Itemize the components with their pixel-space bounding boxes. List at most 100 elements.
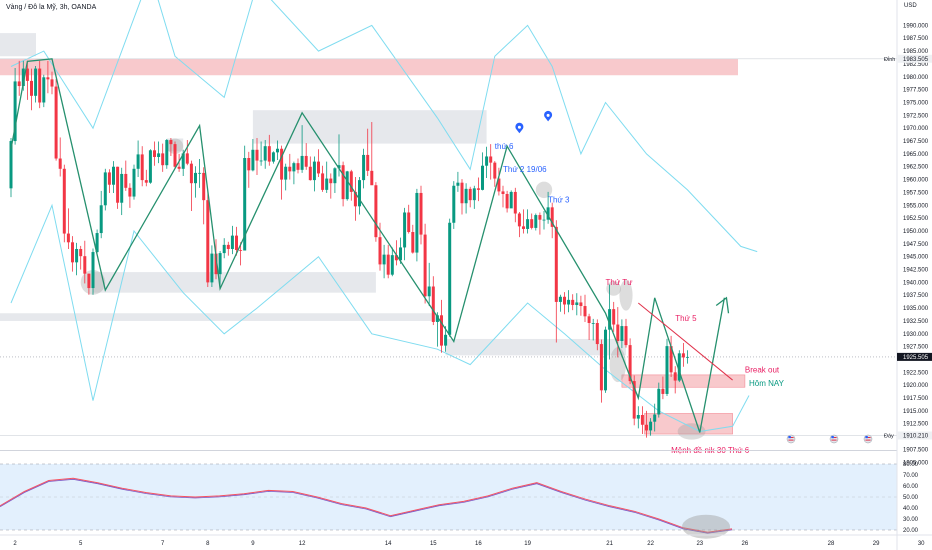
candle-body (546, 207, 550, 220)
osc-tick-label: 40.00 (903, 506, 919, 512)
candle-body (25, 68, 29, 81)
candle-body (505, 193, 509, 209)
price-tick-label: 1940.000 (903, 280, 929, 286)
candle-body (587, 316, 591, 323)
candle-body (431, 286, 435, 322)
candle-body (423, 234, 427, 297)
time-tick-label: 2 (13, 541, 17, 547)
candle-body (251, 149, 255, 171)
candle-body (87, 273, 91, 289)
flag-stripe (865, 439, 871, 441)
price-tick-label: 1972.500 (903, 113, 929, 119)
price-axis[interactable]: USD 1990.000 1987.500 1985.000 1982.500 1980.… (884, 0, 932, 550)
bollinger-bands (0, 0, 897, 436)
candle-body (476, 188, 480, 190)
candle-body (79, 248, 83, 257)
zone-gray-left (0, 313, 438, 321)
candle-body (554, 226, 558, 302)
candle-body (673, 372, 677, 381)
price-tick-label: 1917.500 (903, 396, 929, 402)
annotation-label: Thứ 5 (675, 314, 697, 323)
candles-layer[interactable] (9, 60, 690, 438)
candle-body (132, 168, 136, 197)
candle-body (9, 141, 13, 189)
candle-body (222, 244, 226, 254)
candle-body (345, 171, 349, 200)
time-tick-label: 8 (206, 541, 210, 547)
price-tick-label: 1947.500 (903, 242, 929, 248)
candle-body (243, 158, 247, 251)
price-tick-label: 1927.500 (903, 345, 929, 351)
candle-body (394, 255, 398, 261)
candle-body (54, 86, 58, 159)
price-tick-label: 1957.500 (903, 190, 929, 196)
candle-body (214, 253, 218, 275)
price-tick-label: 1975.000 (903, 100, 929, 106)
candle-body (640, 415, 644, 425)
candle-body (378, 237, 382, 265)
candle-body (189, 163, 193, 184)
candle-body (34, 68, 38, 96)
candle-body (185, 153, 189, 164)
oscillator-pane (0, 450, 897, 539)
candle-body (563, 296, 566, 305)
zone-red-bottom (644, 413, 733, 435)
flag-canton (865, 436, 868, 439)
candle-body (681, 353, 685, 358)
time-axis[interactable]: 2 5 7 8 9 12 14 15 16 19 21 22 23 26 28 29 30 (0, 534, 932, 547)
candle-body (468, 188, 472, 201)
candle-body (30, 80, 33, 96)
annotation-label: Thứ Tư (606, 278, 634, 287)
pin-dot (546, 113, 550, 117)
candle-body (460, 182, 464, 204)
candle-body (99, 205, 103, 234)
candle-body (444, 334, 448, 346)
candle-body (239, 250, 243, 251)
candle-body (66, 233, 70, 243)
candle-body (317, 161, 320, 174)
candle-body (489, 156, 493, 163)
bottom-marker-box (897, 431, 932, 440)
candle-body (612, 309, 616, 325)
candle-body (370, 170, 374, 186)
price-tick-label: 1980.000 (903, 75, 929, 81)
candle-body (194, 172, 197, 184)
candle-body (419, 192, 423, 235)
candle-body (530, 219, 534, 228)
candle-body (632, 381, 636, 419)
price-tick-label: 1915.000 (903, 409, 929, 415)
zone-gray-top-left (0, 33, 36, 57)
candle-body (271, 152, 275, 162)
candle-body (107, 172, 111, 185)
candle-body (136, 154, 140, 169)
highlight-ellipse (619, 279, 633, 311)
price-tick-label: 1962.500 (903, 165, 929, 171)
time-tick-label: 23 (696, 541, 703, 547)
candle-body (390, 255, 394, 275)
price-tick-label: 1922.500 (903, 370, 929, 376)
candle-body (75, 248, 79, 263)
candle-body (288, 166, 292, 172)
candle-body (95, 233, 99, 253)
candle-body (276, 148, 279, 153)
candle-body (50, 79, 54, 87)
flag-icon (863, 434, 873, 444)
candle-body (624, 326, 628, 346)
osc-tick-label: 30.00 (903, 517, 919, 523)
candle-body (522, 226, 525, 229)
time-tick-label: 9 (251, 541, 255, 547)
flag-stripe (831, 437, 837, 438)
time-tick-label: 15 (430, 541, 437, 547)
candle-body (259, 160, 263, 162)
price-tick-label: 1985.000 (903, 49, 929, 55)
candle-body (83, 256, 87, 274)
zigzag-layer (10, 58, 733, 433)
candle-body (481, 165, 484, 190)
candle-body (620, 326, 624, 341)
candle-body (571, 299, 575, 306)
candle-body (604, 329, 607, 391)
candle-body (91, 252, 95, 289)
candle-body (120, 173, 124, 203)
candle-body (448, 222, 452, 335)
